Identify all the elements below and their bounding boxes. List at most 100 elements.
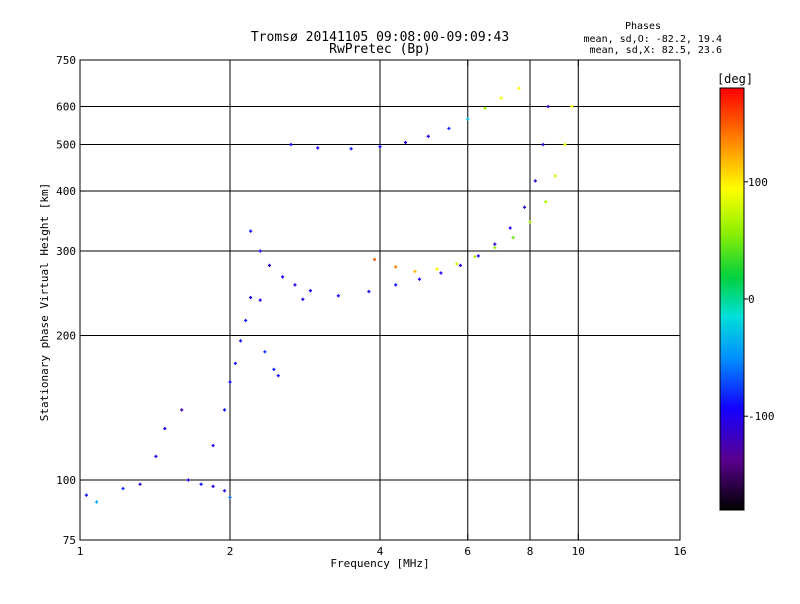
data-point xyxy=(522,205,527,209)
colorbar xyxy=(719,87,745,511)
colorbar-label: [deg] xyxy=(717,72,753,86)
x-tick-label: 2 xyxy=(227,545,234,558)
data-point xyxy=(280,275,285,279)
data-point xyxy=(553,174,558,178)
data-point xyxy=(499,96,503,100)
y-tick-label: 100 xyxy=(56,474,76,487)
data-point xyxy=(336,294,340,298)
data-point xyxy=(138,482,142,486)
data-point xyxy=(447,126,451,131)
data-point xyxy=(84,493,88,497)
data-point xyxy=(466,117,470,121)
colorbar-tick-label: 100 xyxy=(748,176,768,189)
data-point xyxy=(378,145,382,149)
data-point xyxy=(367,289,371,294)
x-tick-label: 8 xyxy=(527,545,534,558)
data-point xyxy=(95,500,99,504)
data-point xyxy=(267,263,272,267)
data-point xyxy=(394,283,398,287)
data-point xyxy=(258,249,262,253)
data-point xyxy=(570,104,574,109)
y-tick-label: 200 xyxy=(56,330,76,343)
colorbar-ticks: 100 0 -100 xyxy=(744,176,775,423)
data-point xyxy=(476,254,480,258)
data-point xyxy=(180,408,184,412)
data-point xyxy=(473,255,477,259)
y-axis-label: Stationary phase Virtual Height [km] xyxy=(38,183,51,421)
legend-line-o: mean, sd,O: -82.2, 19.4 xyxy=(584,34,722,45)
legend-line-x: mean, sd,X: 82.5, 23.6 xyxy=(590,45,722,56)
colorbar-tick-label: 0 xyxy=(748,293,755,306)
data-point xyxy=(289,142,293,147)
data-point xyxy=(372,257,377,262)
data-point xyxy=(517,86,521,90)
legend-title: Phases xyxy=(625,21,661,32)
data-point xyxy=(439,271,443,275)
data-point xyxy=(249,229,253,233)
data-point xyxy=(458,263,463,267)
data-point xyxy=(417,277,422,281)
data-point xyxy=(544,200,548,204)
chart-title: Tromsø 20141105 09:08:00-09:09:43 xyxy=(251,30,509,45)
chart-subtitle: RwPretec (Bp) xyxy=(329,42,431,57)
axis-ticks: 1 2 4 6 8 10 16 75 100 200 300 400 500 600 750 xyxy=(56,54,687,558)
data-point xyxy=(272,367,276,372)
data-point xyxy=(403,140,408,145)
data-point xyxy=(528,220,532,224)
data-point xyxy=(222,408,227,412)
y-tick-label: 500 xyxy=(56,139,76,152)
data-point xyxy=(493,242,497,246)
data-point xyxy=(435,267,439,271)
y-tick-label: 400 xyxy=(56,185,76,198)
data-point xyxy=(349,147,353,151)
data-point xyxy=(249,295,253,300)
y-tick-label: 75 xyxy=(63,534,76,547)
data-point xyxy=(483,106,487,110)
data-point xyxy=(546,104,550,109)
grid-lines xyxy=(80,60,680,540)
data-point xyxy=(199,482,203,486)
x-tick-label: 4 xyxy=(377,545,384,558)
colorbar-tick-label: -100 xyxy=(748,410,775,423)
data-point xyxy=(455,262,459,266)
data-point xyxy=(308,289,313,293)
data-point xyxy=(186,478,190,482)
data-point xyxy=(222,489,227,493)
data-point xyxy=(533,179,537,183)
data-points xyxy=(84,86,574,504)
data-point xyxy=(228,495,232,500)
data-point xyxy=(394,265,398,269)
x-tick-label: 16 xyxy=(673,545,686,558)
x-tick-label: 10 xyxy=(572,545,585,558)
data-point xyxy=(508,226,512,230)
data-point xyxy=(276,374,280,378)
data-point xyxy=(238,339,243,343)
data-point xyxy=(413,269,417,274)
data-point xyxy=(301,297,305,301)
data-point xyxy=(316,146,320,150)
data-point xyxy=(293,283,297,287)
data-point xyxy=(563,142,567,147)
data-point xyxy=(511,235,515,240)
plot-frame xyxy=(79,59,681,541)
data-point xyxy=(228,380,232,384)
data-point xyxy=(263,350,267,354)
y-tick-label: 600 xyxy=(56,101,76,114)
data-point xyxy=(211,484,215,488)
data-point xyxy=(541,142,545,147)
x-tick-label: 6 xyxy=(464,545,471,558)
data-point xyxy=(493,245,497,250)
x-tick-label: 1 xyxy=(77,545,84,558)
data-point xyxy=(154,454,158,459)
y-tick-label: 300 xyxy=(56,245,76,258)
data-point xyxy=(211,443,215,448)
data-point xyxy=(233,361,237,365)
y-tick-label: 750 xyxy=(56,54,76,67)
data-point xyxy=(163,426,167,431)
x-axis-label: Frequency [MHz] xyxy=(330,557,429,570)
data-point xyxy=(244,318,248,323)
data-point xyxy=(258,298,262,302)
data-point xyxy=(426,134,430,138)
